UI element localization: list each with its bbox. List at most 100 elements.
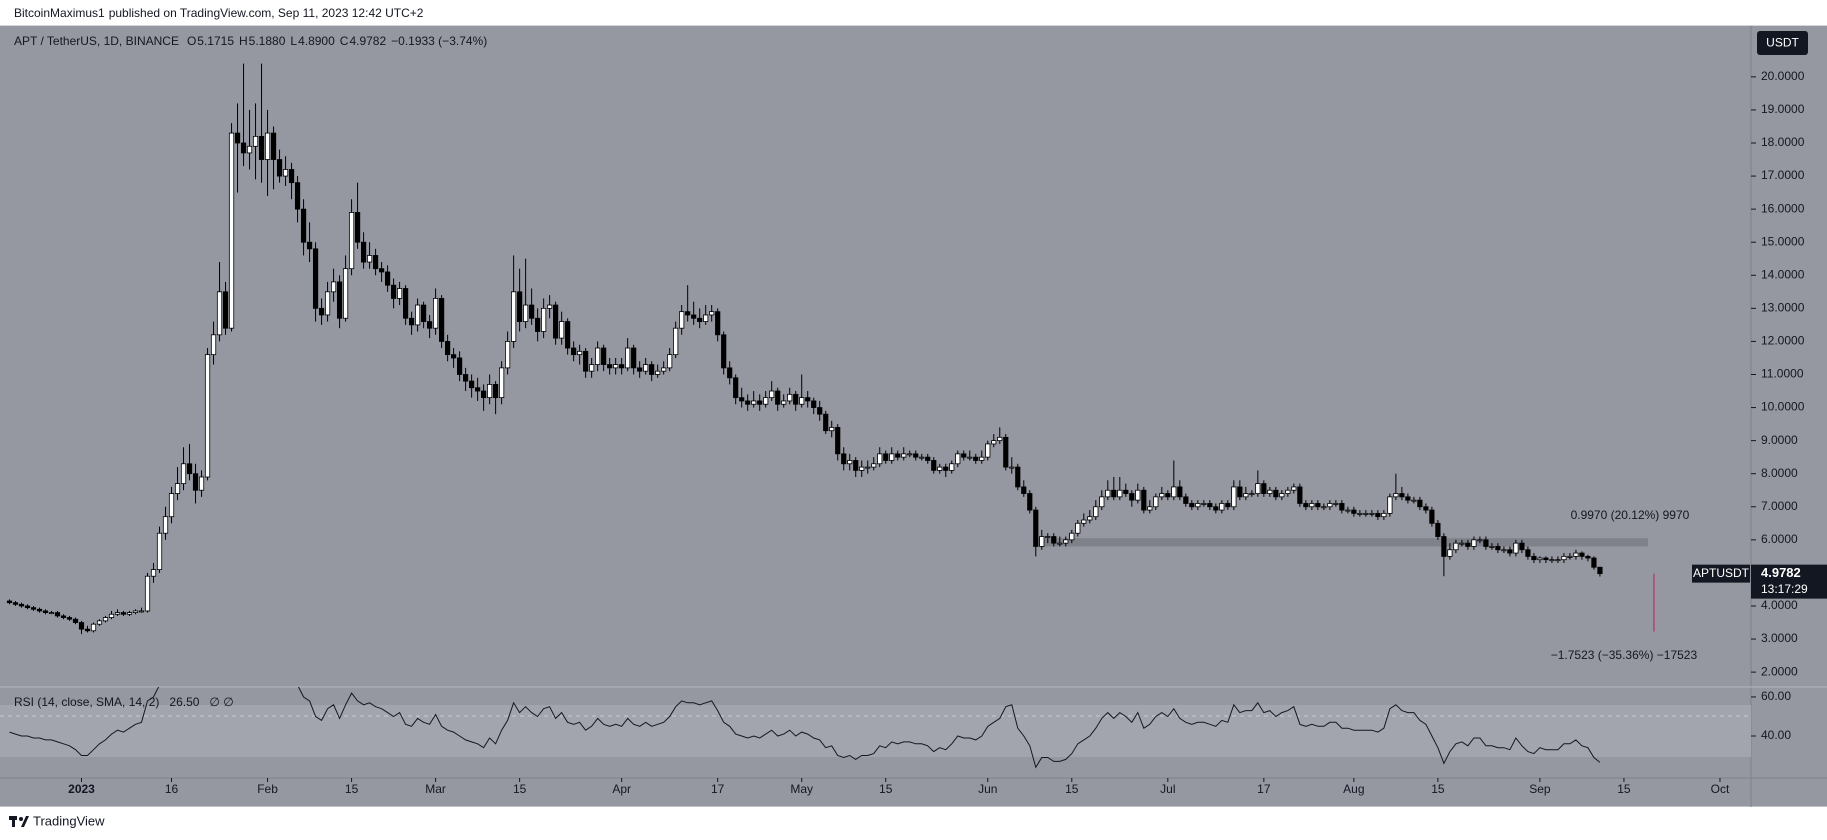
candle-body xyxy=(1549,559,1555,562)
candle-body xyxy=(1345,509,1351,512)
x-tick-label: 16 xyxy=(165,782,179,796)
candle-body xyxy=(270,132,277,160)
y-tick-label: 17.0000 xyxy=(1761,168,1805,182)
candle-body xyxy=(24,605,31,609)
candle-body xyxy=(30,607,37,610)
candle-body xyxy=(36,608,43,612)
author: BitcoinMaximus1 xyxy=(14,6,105,20)
rsi-line xyxy=(9,687,1601,769)
symbol: APT / TetherUS, 1D, BINANCE xyxy=(14,34,179,48)
candle-body xyxy=(48,612,55,614)
candle-body xyxy=(457,357,463,375)
candle-body xyxy=(967,456,973,459)
candle-body xyxy=(300,208,307,243)
candle-body xyxy=(1375,512,1381,518)
candle-body xyxy=(511,291,517,342)
candle-body xyxy=(1525,549,1531,557)
candle-body xyxy=(481,390,487,399)
y-tick-label: 9.0000 xyxy=(1761,433,1798,447)
candle-body xyxy=(330,281,337,293)
x-tick-label: Jun xyxy=(978,782,997,796)
candle-body xyxy=(390,284,397,299)
candle-body xyxy=(895,453,901,458)
change: −0.1933 (−3.74%) xyxy=(391,34,487,48)
candle-body xyxy=(1351,509,1357,514)
candle-body xyxy=(979,456,985,461)
candle-body xyxy=(877,453,883,465)
candle-body xyxy=(1357,512,1363,515)
last-price: 4.9782 xyxy=(1761,565,1801,580)
candle-body xyxy=(1045,536,1051,538)
candle-body xyxy=(421,304,427,322)
candle-body xyxy=(787,393,793,402)
candle-body xyxy=(565,321,571,349)
y-tick-label: 8.0000 xyxy=(1761,466,1798,480)
candle-body xyxy=(90,623,97,632)
candle-body xyxy=(234,132,241,144)
candle-body xyxy=(1519,542,1525,551)
candle-body xyxy=(1585,555,1591,559)
candle-body xyxy=(258,135,265,160)
candle-body xyxy=(1447,549,1453,557)
candle-body xyxy=(625,347,631,369)
candle-body xyxy=(667,354,673,369)
candle-body xyxy=(991,440,997,445)
candle-body xyxy=(312,248,319,309)
candle-body xyxy=(186,463,193,475)
last-symbol-box xyxy=(1692,564,1750,583)
candle-body xyxy=(1441,536,1447,557)
currency-button[interactable]: USDT xyxy=(1757,31,1808,55)
candle-body xyxy=(655,370,661,375)
candle-body xyxy=(1219,503,1225,511)
candle-body xyxy=(294,182,301,210)
candle-body xyxy=(811,400,817,408)
candle-body xyxy=(252,135,259,147)
candle-body xyxy=(823,413,829,432)
candle-body xyxy=(1063,539,1069,544)
candle-body xyxy=(1477,539,1483,542)
candle-body xyxy=(228,132,235,329)
support-zone xyxy=(1035,538,1648,547)
candle-body xyxy=(949,463,955,471)
candle-body xyxy=(204,354,211,478)
candle-body xyxy=(1399,493,1405,498)
candle-body xyxy=(96,620,103,625)
candle-body xyxy=(559,321,565,339)
candle-body xyxy=(883,453,889,461)
candle-body xyxy=(631,347,637,369)
currency[interactable]: USDT xyxy=(1766,36,1799,50)
candle-body xyxy=(535,317,541,332)
candle-body xyxy=(1579,552,1585,557)
y-tick-label: 11.0000 xyxy=(1761,367,1804,381)
x-tick-label: Feb xyxy=(257,782,278,796)
candle-body xyxy=(12,602,19,605)
x-tick-label: 2023 xyxy=(68,782,95,796)
candle-body xyxy=(1147,506,1153,511)
candle-body xyxy=(126,612,133,615)
y-tick-label: 10.0000 xyxy=(1761,400,1805,414)
y-tick-label: 4.0000 xyxy=(1761,598,1798,612)
candle-body xyxy=(775,390,781,405)
candle-body xyxy=(1369,512,1375,515)
candle-body xyxy=(445,341,451,356)
candle-body xyxy=(1411,499,1417,502)
candle-body xyxy=(276,159,283,177)
candle-body xyxy=(414,304,421,326)
candle-body xyxy=(108,613,115,618)
candle-body xyxy=(523,304,529,322)
x-tick-label: Jul xyxy=(1160,782,1175,796)
candle-body xyxy=(1087,516,1093,521)
candle-body xyxy=(853,460,859,471)
y-tick-label: 14.0000 xyxy=(1761,267,1805,281)
candle-body xyxy=(427,321,433,329)
y-tick-label: 20.0000 xyxy=(1761,69,1805,83)
candle-body xyxy=(1537,557,1543,561)
candle-body xyxy=(703,314,709,322)
price-pane xyxy=(6,63,1603,635)
candle-body xyxy=(282,169,289,177)
rsi-value: 26.50 xyxy=(169,695,199,709)
candle-body xyxy=(499,367,505,399)
candle-body xyxy=(553,304,559,339)
candle-body xyxy=(198,476,205,491)
